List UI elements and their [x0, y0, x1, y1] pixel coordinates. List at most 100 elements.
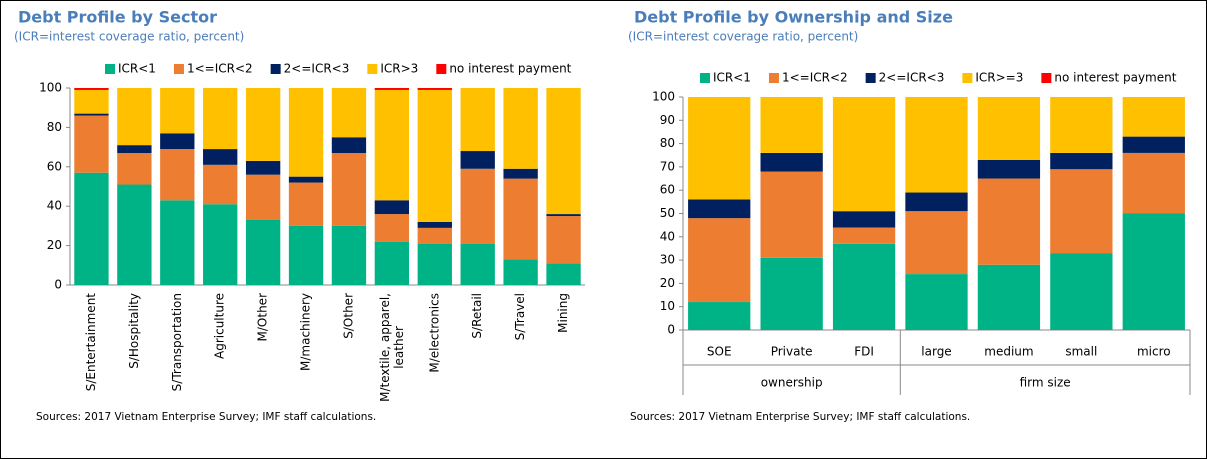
legend-swatch [1041, 73, 1052, 83]
bar-segment [546, 88, 581, 215]
bar-segment [245, 219, 281, 285]
legend-label: 1<=ICR<2 [782, 71, 848, 85]
legend-label: ICR>=3 [975, 71, 1023, 85]
bar-segment [160, 200, 195, 285]
bar-segment [160, 133, 195, 150]
y-tick-label: 90 [660, 113, 675, 127]
y-tick-label: 0 [667, 323, 675, 337]
x-tick-label: FDI [854, 345, 874, 359]
x-tick-label: S/Retail [470, 293, 484, 339]
bar-segment [1122, 97, 1185, 137]
bar-segment [905, 274, 968, 330]
bar-segment [503, 168, 538, 179]
bar-segment [74, 113, 109, 116]
bar-segment [245, 88, 281, 161]
bar-segment [546, 263, 581, 285]
x-tick-label: Agriculture [213, 293, 227, 359]
y-tick-label: 80 [47, 120, 62, 134]
bar-segment [374, 88, 410, 90]
y-tick-label: 30 [660, 253, 675, 267]
bar-segment [117, 153, 152, 185]
bar-segment [832, 243, 896, 330]
bar-segment [977, 97, 1041, 160]
bar-segment [288, 176, 324, 183]
x-tick-label: small [1065, 345, 1097, 359]
bar-segment [417, 227, 452, 244]
bar-segment [503, 178, 538, 260]
bar-segment [460, 151, 495, 169]
bar-segment [503, 88, 538, 169]
bar-segment [503, 259, 538, 285]
legend-swatch [270, 64, 281, 74]
bar-segment [245, 174, 281, 220]
y-tick-label: 60 [660, 183, 675, 197]
y-tick-label: 60 [47, 159, 62, 173]
x-tick-label: Private [771, 345, 813, 359]
bar-segment [74, 115, 109, 173]
bar-segment [417, 221, 452, 228]
chart-title: Debt Profile by Sector [18, 8, 217, 27]
bar-segment [374, 200, 410, 215]
bar-segment [460, 88, 495, 152]
bar-segment [760, 171, 823, 258]
bar-segment [117, 145, 152, 154]
bar-segment [203, 88, 238, 150]
y-tick-label: 40 [47, 199, 62, 213]
x-tick-label: S/Entertainment [84, 293, 98, 392]
bar-segment [832, 227, 896, 244]
source-note: Sources: 2017 Vietnam Enterprise Survey;… [630, 411, 970, 423]
chart-subtitle: (ICR=interest coverage ratio, percent) [14, 30, 244, 44]
y-tick-label: 0 [54, 278, 62, 292]
y-tick-label: 70 [660, 159, 675, 173]
bar-segment [203, 164, 238, 205]
bar-segment [760, 152, 823, 172]
bar-segment [74, 88, 109, 90]
bar-segment [1122, 213, 1185, 330]
x-tick-label: S/Transportation [170, 293, 184, 391]
bar-segment [832, 211, 896, 228]
bar-segment [74, 172, 109, 285]
x-tick-label: S/Other [341, 293, 355, 339]
x-tick-label: micro [1137, 345, 1171, 359]
legend-label: ICR<1 [118, 62, 156, 76]
legend-swatch [105, 64, 115, 74]
bar-segment [546, 214, 581, 217]
bar-segment [760, 257, 823, 330]
y-tick-label: 40 [660, 229, 675, 243]
y-tick-label: 20 [47, 238, 62, 252]
bar-segment [160, 149, 195, 201]
legend-swatch [768, 73, 779, 83]
x-tick-label: M/textile, apparel,leather [377, 293, 405, 402]
chart-subtitle: (ICR=interest coverage ratio, percent) [628, 30, 858, 44]
bar-segment [331, 88, 367, 138]
bar-segment [417, 89, 452, 222]
legend-swatch [865, 73, 876, 83]
x-tick-label: SOE [707, 345, 732, 359]
y-tick-label: 100 [39, 81, 62, 95]
bar-segment [331, 137, 367, 154]
bar-segment [288, 182, 324, 226]
bar-segment [374, 89, 410, 201]
chart-title: Debt Profile by Ownership and Size [634, 8, 953, 27]
bar-segment [1050, 253, 1113, 330]
y-tick-label: 20 [660, 276, 675, 290]
legend-label: no interest payment [449, 62, 571, 76]
x-tick-label: Mining [556, 293, 570, 333]
bar-segment [1050, 152, 1113, 170]
bar-segment [977, 178, 1041, 265]
legend-label: ICR>3 [380, 62, 418, 76]
legend-swatch [436, 64, 447, 74]
y-tick-label: 100 [652, 90, 675, 104]
bar-segment [331, 153, 367, 226]
bar-segment [203, 204, 238, 285]
bar-segment [74, 89, 109, 114]
bar-segment [417, 243, 452, 285]
legend-swatch [700, 73, 710, 83]
group-label: ownership [761, 376, 823, 390]
bar-segment [460, 243, 495, 285]
bar-segment [905, 97, 968, 193]
bar-segment [160, 88, 195, 134]
source-note: Sources: 2017 Vietnam Enterprise Survey;… [36, 411, 376, 423]
x-tick-label: M/Other [256, 293, 270, 342]
